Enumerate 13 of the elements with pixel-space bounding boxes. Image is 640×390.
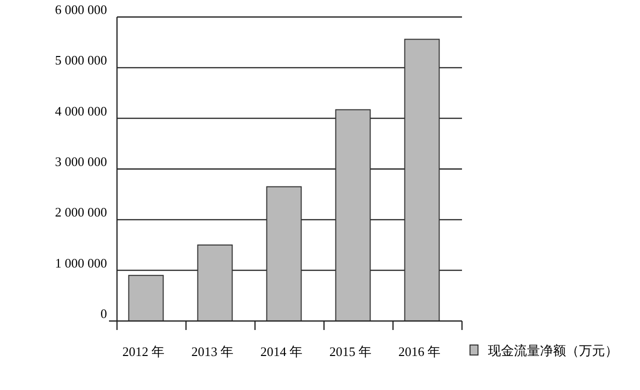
y-tick-label: 0: [100, 306, 107, 321]
legend-label: 现金流量净额（万元）: [488, 343, 618, 358]
x-tick-label: 2016 年: [398, 344, 441, 359]
x-tick-label: 2015 年: [329, 344, 372, 359]
x-tick-label: 2014 年: [260, 344, 303, 359]
y-tick-label: 2 000 000: [55, 204, 107, 220]
x-tick-label: 2012 年: [122, 344, 165, 359]
y-tick-label: 4 000 000: [55, 103, 107, 118]
x-tick-label: 2013 年: [191, 344, 234, 359]
y-tick-label: 6 000 000: [55, 2, 107, 17]
y-tick-label: 1 000 000: [55, 255, 107, 270]
y-tick-label: 3 000 000: [55, 154, 107, 169]
y-tick-label: 5 000 000: [55, 52, 107, 68]
